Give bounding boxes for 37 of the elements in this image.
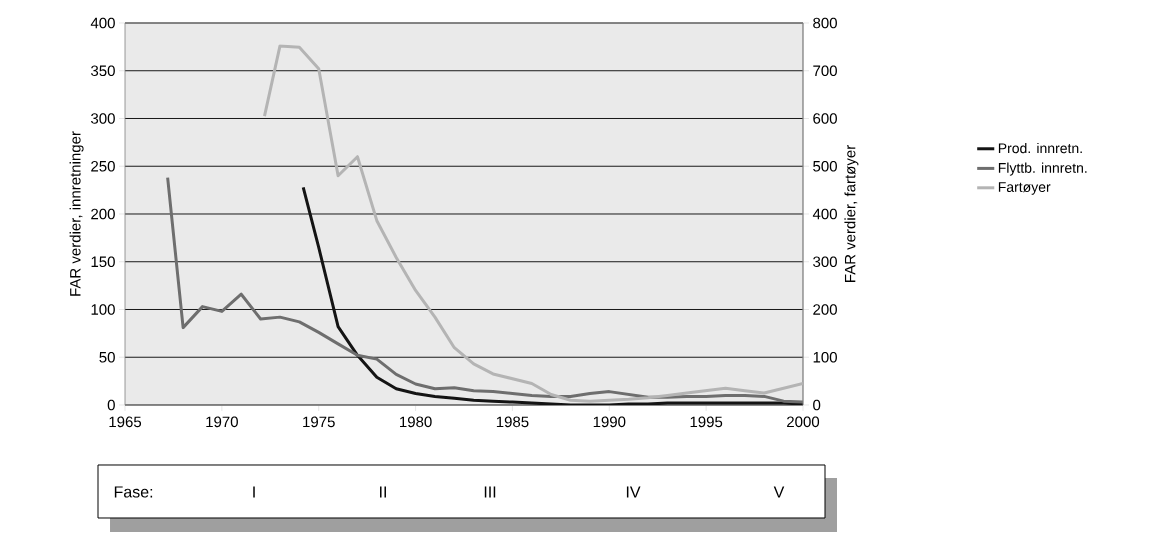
legend-label: Prod. innretn. xyxy=(998,142,1082,154)
y2-tick-label: 300 xyxy=(813,256,837,268)
x-tick-label: 2000 xyxy=(787,416,820,428)
text: IV xyxy=(626,486,641,498)
text: III xyxy=(484,486,496,498)
y-tick-label: 400 xyxy=(90,17,115,29)
y-tick-label: 300 xyxy=(91,113,115,124)
y-tick-label: 0 xyxy=(107,399,115,411)
x-tick-label: 1980 xyxy=(400,416,432,428)
x-tick-label: 1975 xyxy=(303,416,335,428)
y2-tick-label: 600 xyxy=(813,113,837,124)
text: Fase: xyxy=(114,486,153,498)
x-tick-label: 1990 xyxy=(593,416,626,428)
y-tick-label: 150 xyxy=(91,256,115,268)
y2-tick-label: 800 xyxy=(813,17,837,29)
y-tick-label: 250 xyxy=(91,160,115,172)
legend-label: Fartøyer xyxy=(998,182,1051,195)
y-axis-title: FAR verdier, innretninger xyxy=(69,131,84,296)
y-tick-label: 100 xyxy=(91,304,115,315)
y-tick-label: 50 xyxy=(99,351,115,363)
y-tick-label: 350 xyxy=(91,65,115,77)
y2-tick-label: 500 xyxy=(813,160,837,172)
y2-tick-label: 400 xyxy=(812,208,837,220)
x-tick-label: 1970 xyxy=(206,416,238,428)
text: II xyxy=(380,486,386,498)
x-tick-label: 1985 xyxy=(496,416,529,428)
x-tick-label: 1965 xyxy=(109,416,142,428)
y2-tick-label: 700 xyxy=(813,65,837,77)
x-tick-label: 1995 xyxy=(690,416,723,428)
y-tick-label: 200 xyxy=(91,208,115,220)
y2-tick-label: 200 xyxy=(813,304,837,315)
y2-tick-label: 100 xyxy=(813,351,837,363)
text: V xyxy=(773,486,785,498)
y2-tick-label: 0 xyxy=(813,399,821,411)
y2-axis-title: FAR verdier, fartøyer xyxy=(844,145,859,282)
text: I xyxy=(253,486,255,498)
legend-label: Flyttb. innretn. xyxy=(998,162,1087,176)
